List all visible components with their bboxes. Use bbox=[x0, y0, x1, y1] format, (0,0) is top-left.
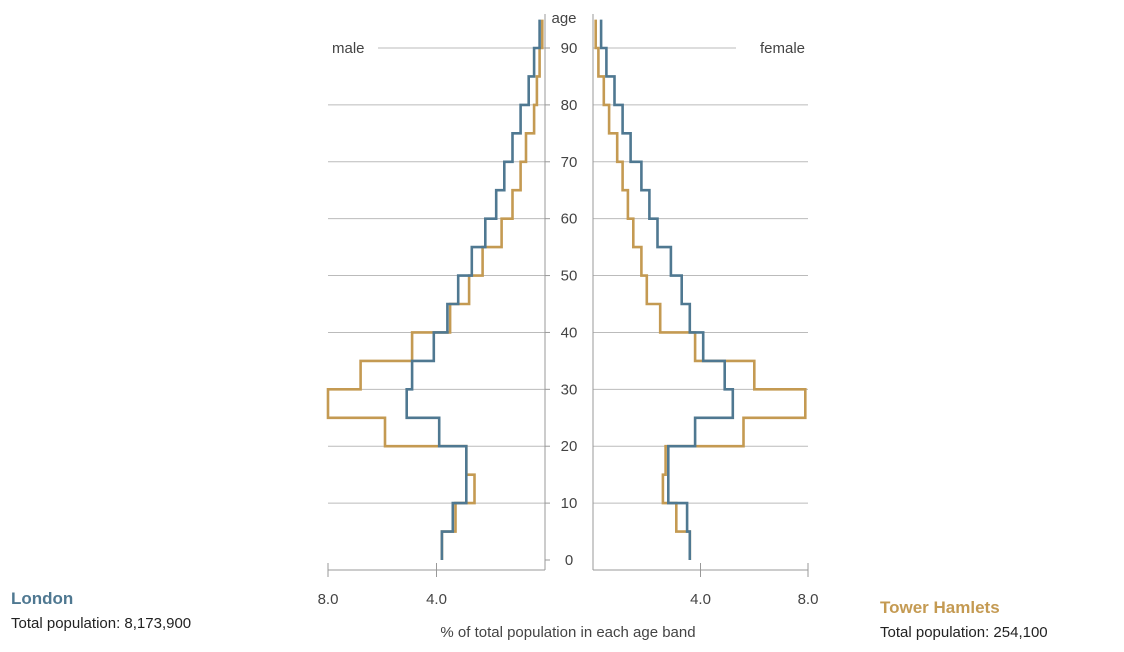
x-axis-title: % of total population in each age band bbox=[440, 624, 695, 641]
age-label-80: 80 bbox=[561, 97, 578, 114]
tower-hamlets-male-line bbox=[326, 19, 544, 560]
legend-tower-hamlets: Tower Hamlets Total population: 254,100 bbox=[880, 598, 1048, 641]
legend-tower-hamlets-population: Total population: 254,100 bbox=[880, 624, 1048, 641]
series-lines bbox=[326, 19, 807, 560]
tick-label-female-8.0: 8.0 bbox=[798, 591, 819, 608]
tick-label-female-4.0: 4.0 bbox=[690, 591, 711, 608]
age-axis-title: age bbox=[551, 10, 576, 27]
age-label-30: 30 bbox=[561, 381, 578, 398]
age-label-60: 60 bbox=[561, 211, 578, 228]
labels: 8.0 8.0 4.0 4.0 0 10 20 30 40 50 60 70 80 90 age male fe… bbox=[318, 10, 819, 641]
age-label-10: 10 bbox=[561, 495, 578, 512]
tower-hamlets-female-line bbox=[594, 19, 807, 560]
tick-label-male-8.0: 8.0 bbox=[318, 591, 339, 608]
tick-label-male-4.0: 4.0 bbox=[426, 591, 447, 608]
age-label-40: 40 bbox=[561, 324, 578, 341]
legend-london-name: London bbox=[11, 589, 74, 608]
age-label-0: 0 bbox=[565, 552, 573, 569]
age-label-90: 90 bbox=[561, 40, 578, 57]
age-label-20: 20 bbox=[561, 438, 578, 455]
axes bbox=[327, 14, 809, 577]
female-label: female bbox=[760, 40, 805, 57]
london-male-line bbox=[405, 19, 541, 560]
male-label: male bbox=[332, 40, 365, 57]
legend-london-population: Total population: 8,173,900 bbox=[11, 615, 192, 632]
legend-tower-hamlets-name: Tower Hamlets bbox=[880, 598, 1000, 617]
london-female-line bbox=[599, 19, 735, 560]
legend-london: London Total population: 8,173,900 bbox=[11, 589, 191, 632]
age-label-70: 70 bbox=[561, 154, 578, 171]
age-label-50: 50 bbox=[561, 268, 578, 285]
